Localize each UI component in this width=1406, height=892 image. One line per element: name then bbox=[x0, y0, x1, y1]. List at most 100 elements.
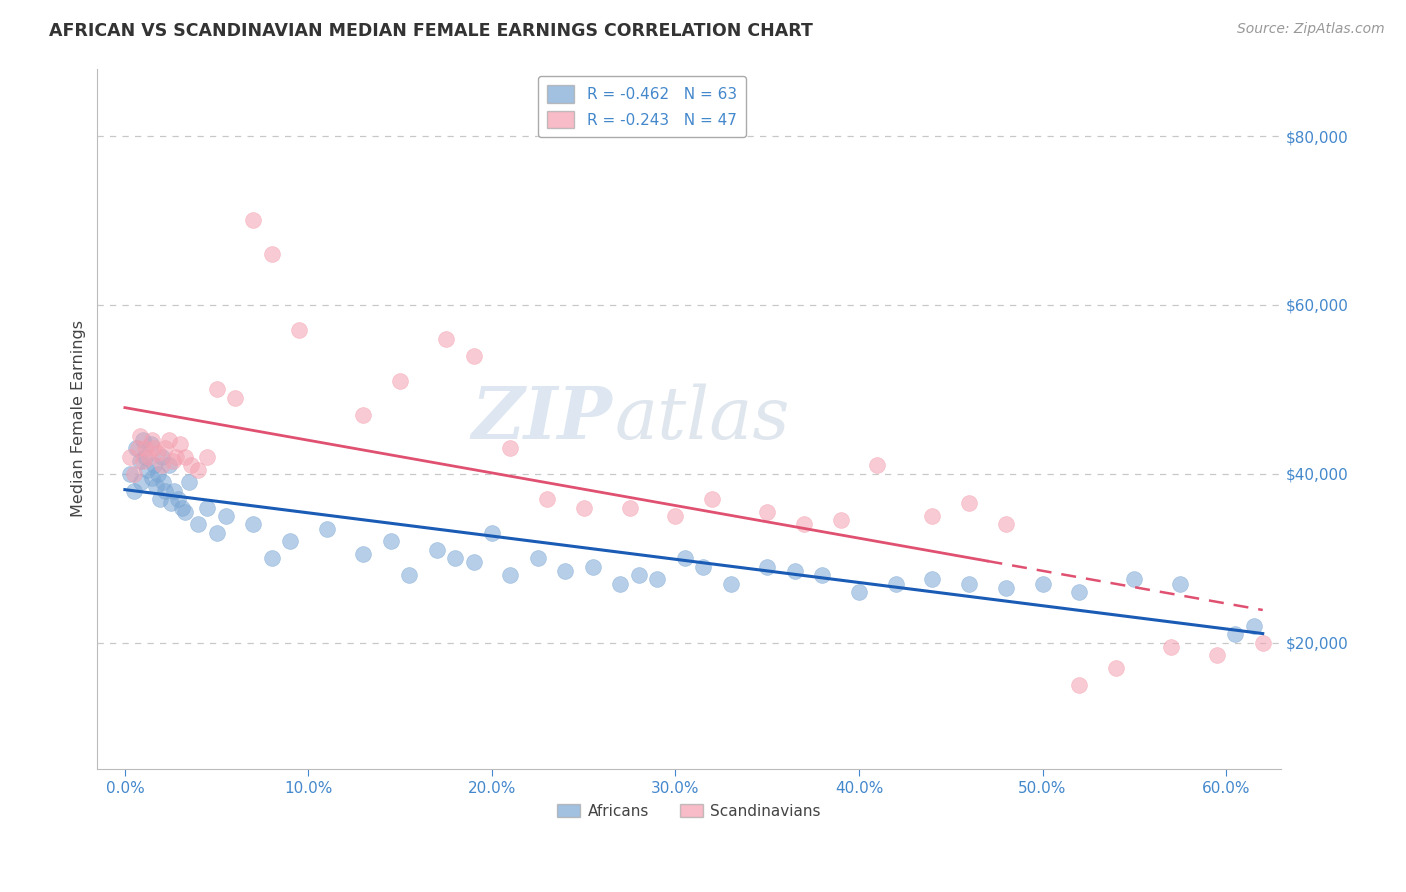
Point bbox=[994, 517, 1017, 532]
Point bbox=[783, 564, 806, 578]
Point bbox=[157, 458, 180, 473]
Text: atlas: atlas bbox=[614, 384, 790, 454]
Point bbox=[165, 450, 187, 464]
Point bbox=[128, 429, 150, 443]
Point bbox=[146, 445, 169, 459]
Point bbox=[167, 492, 190, 507]
Point bbox=[122, 483, 145, 498]
Point bbox=[866, 458, 889, 473]
Point bbox=[1160, 640, 1182, 654]
Point bbox=[426, 542, 449, 557]
Point bbox=[619, 500, 641, 515]
Point bbox=[197, 450, 219, 464]
Point bbox=[127, 442, 149, 456]
Point bbox=[120, 467, 142, 481]
Point bbox=[169, 437, 191, 451]
Point bbox=[463, 556, 485, 570]
Point bbox=[921, 572, 943, 586]
Point bbox=[128, 454, 150, 468]
Point bbox=[162, 454, 184, 468]
Point bbox=[664, 508, 686, 523]
Point bbox=[187, 462, 209, 476]
Point bbox=[1243, 619, 1265, 633]
Point bbox=[138, 450, 160, 464]
Point bbox=[149, 492, 172, 507]
Point bbox=[205, 525, 228, 540]
Point bbox=[1123, 572, 1146, 586]
Point bbox=[527, 551, 550, 566]
Point bbox=[609, 576, 631, 591]
Point bbox=[921, 508, 943, 523]
Point bbox=[830, 513, 852, 527]
Point bbox=[756, 559, 779, 574]
Point bbox=[288, 323, 311, 337]
Point bbox=[157, 433, 180, 447]
Point bbox=[215, 508, 238, 523]
Point bbox=[125, 442, 148, 456]
Point bbox=[627, 568, 650, 582]
Point bbox=[155, 442, 177, 456]
Point bbox=[884, 576, 907, 591]
Point bbox=[1168, 576, 1191, 591]
Point bbox=[1069, 585, 1091, 599]
Point bbox=[499, 442, 522, 456]
Point bbox=[150, 450, 173, 464]
Point bbox=[152, 475, 174, 490]
Point bbox=[756, 505, 779, 519]
Point bbox=[380, 534, 402, 549]
Point bbox=[260, 551, 283, 566]
Point bbox=[692, 559, 714, 574]
Point bbox=[174, 505, 197, 519]
Point bbox=[179, 475, 201, 490]
Point bbox=[673, 551, 696, 566]
Point bbox=[481, 525, 503, 540]
Point bbox=[242, 517, 264, 532]
Point bbox=[1225, 627, 1247, 641]
Point bbox=[139, 437, 162, 451]
Point bbox=[224, 391, 246, 405]
Point bbox=[793, 517, 815, 532]
Point bbox=[205, 383, 228, 397]
Point bbox=[135, 462, 157, 476]
Point bbox=[122, 467, 145, 481]
Point bbox=[132, 454, 155, 468]
Point bbox=[1251, 635, 1274, 649]
Point bbox=[120, 450, 142, 464]
Point bbox=[572, 500, 595, 515]
Point bbox=[720, 576, 742, 591]
Y-axis label: Median Female Earnings: Median Female Earnings bbox=[72, 320, 86, 517]
Point bbox=[499, 568, 522, 582]
Point bbox=[242, 213, 264, 227]
Point bbox=[434, 332, 457, 346]
Point bbox=[141, 433, 163, 447]
Point bbox=[131, 475, 153, 490]
Point bbox=[260, 247, 283, 261]
Point bbox=[645, 572, 668, 586]
Point bbox=[994, 581, 1017, 595]
Point bbox=[143, 458, 166, 473]
Point bbox=[150, 458, 173, 473]
Point bbox=[463, 349, 485, 363]
Point bbox=[1069, 678, 1091, 692]
Point bbox=[1031, 576, 1053, 591]
Point bbox=[180, 458, 202, 473]
Point bbox=[187, 517, 209, 532]
Point bbox=[163, 483, 186, 498]
Point bbox=[353, 547, 375, 561]
Point bbox=[848, 585, 870, 599]
Point bbox=[315, 522, 337, 536]
Point bbox=[811, 568, 834, 582]
Point bbox=[1105, 661, 1128, 675]
Point bbox=[134, 442, 156, 456]
Point bbox=[353, 408, 375, 422]
Point bbox=[159, 496, 181, 510]
Point bbox=[536, 492, 558, 507]
Legend: Africans, Scandinavians: Africans, Scandinavians bbox=[551, 797, 827, 825]
Point bbox=[398, 568, 420, 582]
Text: AFRICAN VS SCANDINAVIAN MEDIAN FEMALE EARNINGS CORRELATION CHART: AFRICAN VS SCANDINAVIAN MEDIAN FEMALE EA… bbox=[49, 22, 813, 40]
Point bbox=[155, 483, 177, 498]
Point bbox=[143, 442, 166, 456]
Point bbox=[1205, 648, 1227, 663]
Point bbox=[278, 534, 301, 549]
Point bbox=[957, 576, 980, 591]
